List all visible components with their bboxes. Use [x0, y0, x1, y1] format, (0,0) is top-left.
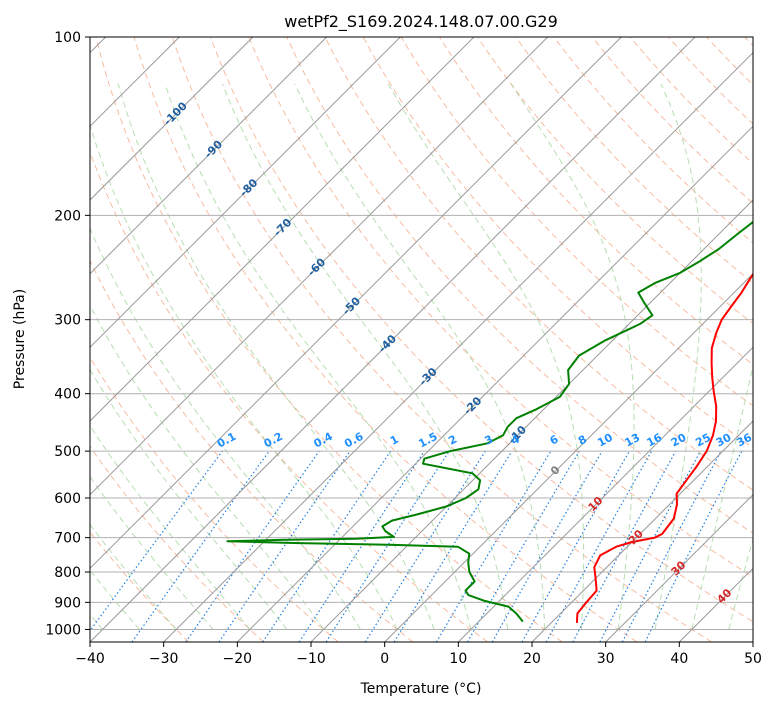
dry-adiabat-line — [58, 37, 488, 642]
isotherm-label: -40 — [376, 332, 399, 355]
y-tick-label: 200 — [54, 208, 81, 224]
dry-adiabat-line — [20, 37, 413, 642]
isotherm-line — [753, 37, 775, 642]
x-tick-label: −40 — [75, 651, 105, 667]
isotherm-line — [385, 37, 775, 642]
dry-adiabat-line — [592, 37, 775, 642]
moist-adiabat-line — [0, 84, 287, 630]
x-tick-label: 20 — [523, 651, 541, 667]
mixing-ratio-line — [82, 451, 223, 642]
mixing-ratio-label: 6 — [548, 432, 561, 447]
isotherm-line — [679, 37, 775, 642]
dry-adiabat-line — [554, 37, 775, 642]
mixing-ratio-label: 0.2 — [262, 430, 285, 451]
mixing-ratio-label: 0.6 — [342, 430, 366, 451]
moist-adiabat-line — [692, 84, 775, 630]
mixing-ratio-label: 25 — [693, 431, 713, 450]
dry-adiabat-line — [0, 37, 189, 642]
x-tick-label: −30 — [149, 651, 179, 667]
moist-adiabat-line — [222, 84, 507, 630]
moist-adiabat-line — [729, 84, 775, 630]
y-tick-label: 300 — [54, 313, 81, 329]
mixing-ratio-label: 0.1 — [215, 430, 238, 451]
x-tick-label: 0 — [380, 651, 389, 667]
x-tick-label: 50 — [744, 651, 762, 667]
y-tick-label: 100 — [54, 30, 81, 46]
y-tick-label: 800 — [54, 565, 81, 581]
mixing-ratio-line — [573, 451, 676, 642]
x-tick-label: −10 — [296, 651, 326, 667]
y-tick-label: 1000 — [45, 622, 81, 638]
dry-adiabat-line — [0, 37, 264, 642]
y-tick-label: 500 — [54, 444, 81, 460]
dry-adiabat-line — [668, 37, 775, 642]
isotherm-line — [0, 37, 400, 642]
moist-adiabat-line — [655, 84, 701, 630]
dry-adiabat-line — [96, 37, 562, 642]
x-tick-label: 40 — [670, 651, 688, 667]
mixing-ratio-label: 30 — [714, 431, 734, 450]
mixing-ratio-label: 13 — [623, 431, 643, 450]
mixing-ratio-label: 16 — [645, 431, 665, 450]
x-tick-label: 10 — [449, 651, 467, 667]
plot-frame — [90, 37, 753, 642]
moist-adiabat-line — [766, 84, 775, 630]
isotherm-line — [0, 37, 327, 642]
moist-adiabat-line — [0, 84, 213, 630]
y-tick-label: 600 — [54, 491, 81, 507]
mixing-ratio-label: 1 — [388, 433, 401, 448]
moist-adiabat-line — [165, 84, 471, 630]
isotherm-line — [532, 37, 775, 642]
x-tick-label: −20 — [223, 651, 253, 667]
y-tick-label: 900 — [54, 595, 81, 611]
mixing-ratio-label: 10 — [595, 431, 615, 450]
dry-adiabat-line — [707, 37, 775, 642]
mixing-ratio-line — [219, 451, 350, 642]
isotherm-label: -60 — [305, 255, 328, 278]
isotherm-line — [0, 37, 474, 642]
x-tick-label: 30 — [597, 651, 615, 667]
isotherm-line — [237, 37, 775, 642]
isotherm-line — [16, 37, 621, 642]
dry-adiabat-line — [516, 37, 775, 642]
dry-adiabat-line — [478, 37, 775, 642]
chart-title: wetPf2_S169.2024.148.07.00.G29 — [284, 12, 558, 32]
y-tick-label: 700 — [54, 531, 81, 547]
mixing-ratio-line — [468, 451, 580, 642]
isotherm-line — [0, 37, 253, 642]
mixing-ratio-label: 1.5 — [416, 430, 439, 451]
x-axis-label: Temperature (°C) — [360, 681, 482, 697]
mixing-ratio-line — [299, 451, 424, 642]
isotherm-label: 20 — [626, 527, 646, 547]
moist-adiabat-line — [388, 84, 583, 630]
y-tick-label: 400 — [54, 387, 81, 403]
mixing-ratio-line — [263, 451, 391, 642]
moist-adiabat-line — [79, 84, 397, 630]
isotherm-line — [311, 37, 775, 642]
isotherm-label: -90 — [202, 138, 225, 161]
isotherm-line — [458, 37, 775, 642]
y-axis-label: Pressure (hPa) — [12, 289, 28, 389]
mixing-ratio-label: 20 — [669, 431, 689, 450]
